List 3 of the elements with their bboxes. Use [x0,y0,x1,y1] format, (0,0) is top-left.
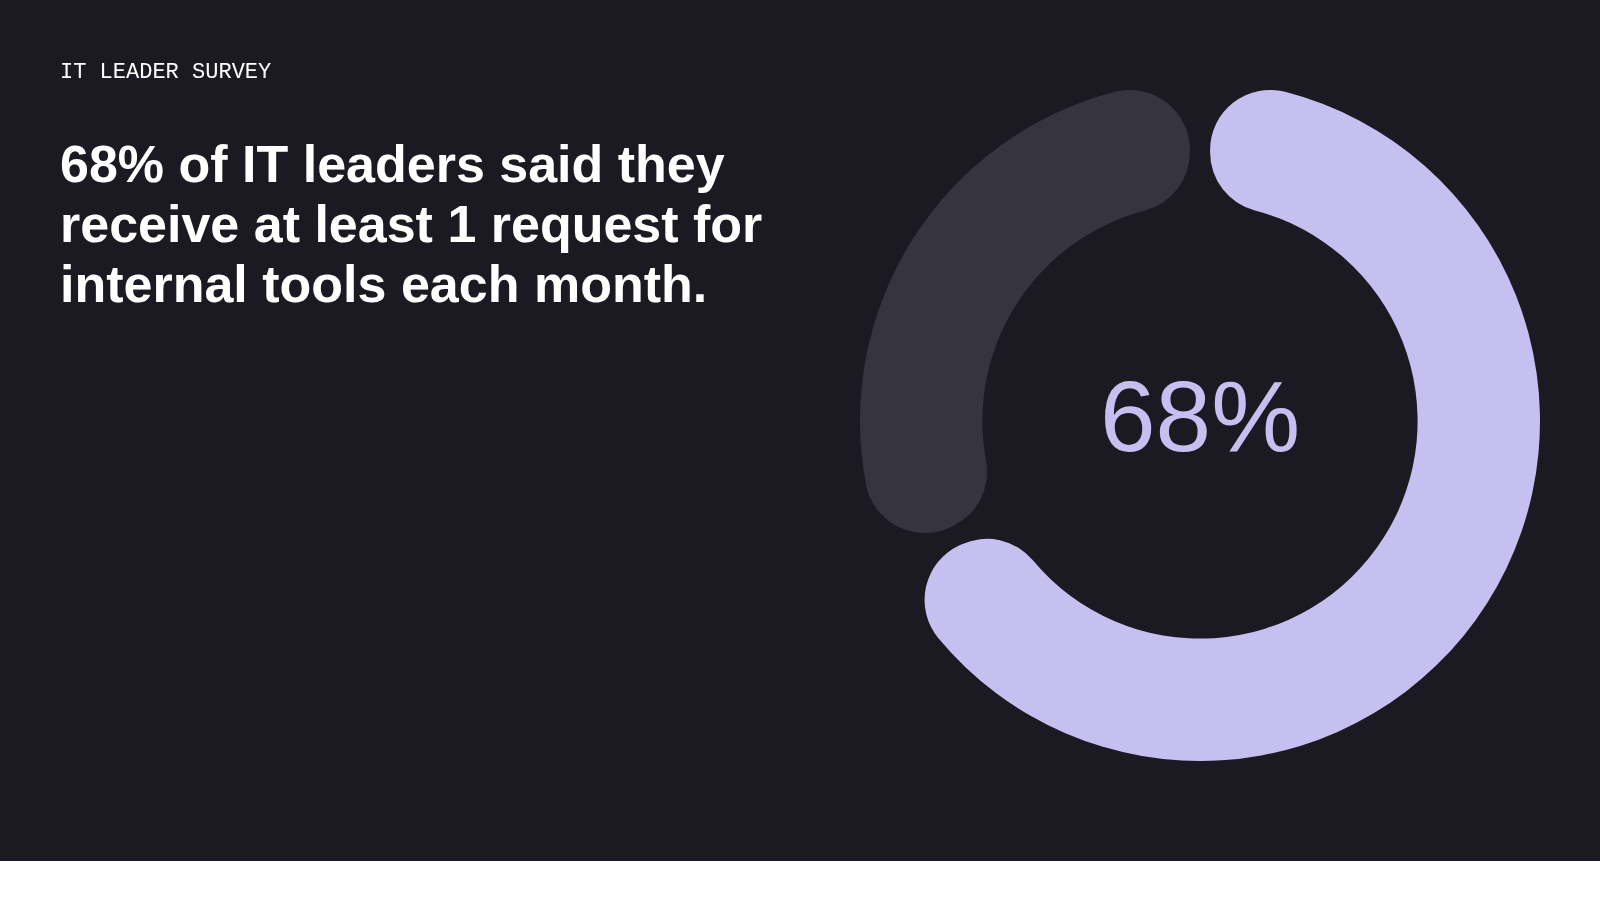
data-label: 68% [1099,360,1301,472]
text: 68% of IT leaders said they receive at least 1 request for internal tools each month. [60,135,763,313]
text: IT LEADER SURVEY [60,60,272,85]
